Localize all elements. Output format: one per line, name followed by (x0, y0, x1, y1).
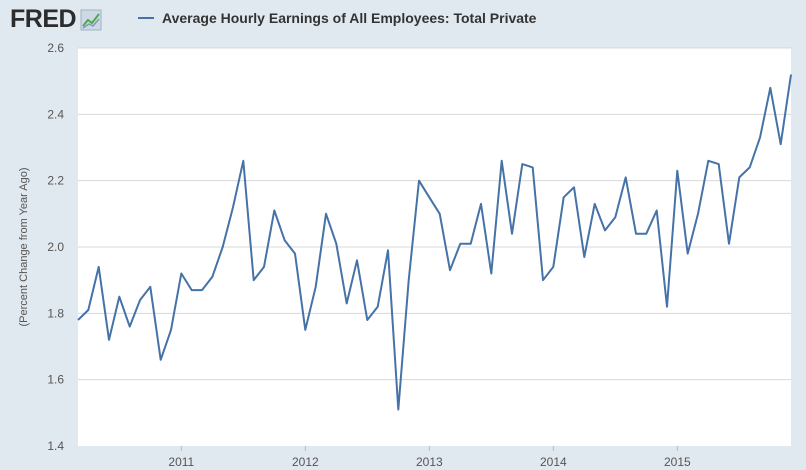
chart-legend[interactable]: Average Hourly Earnings of All Employees… (138, 10, 536, 26)
y-tick-label: 2.2 (47, 174, 64, 188)
trend-graph-icon (80, 9, 102, 30)
y-tick-label: 1.8 (47, 306, 64, 320)
x-tick-label: 2011 (168, 455, 194, 469)
y-tick-label: 1.4 (47, 439, 64, 453)
x-tick-label: 2015 (664, 455, 691, 469)
legend-swatch (138, 17, 154, 19)
x-axis: 2011 2012 2013 2014 2015 (168, 446, 691, 469)
chart-header: FRED Average Hourly Earnings of All Empl… (0, 0, 806, 40)
logo-text: FRED (10, 5, 77, 33)
y-axis-title: (Percent Change from Year Ago) (18, 168, 30, 327)
legend-label: Average Hourly Earnings of All Employees… (162, 10, 537, 26)
y-tick-label: 1.6 (47, 373, 64, 387)
fred-logo[interactable]: FRED (10, 5, 102, 34)
y-tick-label: 2.0 (47, 240, 64, 254)
y-axis: 1.4 1.6 1.8 2.0 2.2 2.4 2.6 (47, 41, 64, 453)
data-points (77, 74, 792, 410)
x-tick-label: 2012 (292, 455, 319, 469)
x-tick-label: 2013 (416, 455, 443, 469)
grid-lines (78, 47, 791, 381)
series-line[interactable] (77, 74, 792, 411)
y-tick-label: 2.4 (47, 107, 64, 121)
x-tick-label: 2014 (540, 455, 567, 469)
y-tick-label: 2.6 (47, 41, 64, 55)
